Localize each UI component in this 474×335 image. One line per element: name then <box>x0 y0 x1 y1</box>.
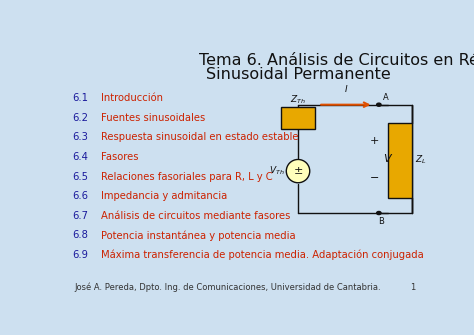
Circle shape <box>377 211 381 215</box>
Text: V: V <box>383 154 391 164</box>
Text: Fuentes sinusoidales: Fuentes sinusoidales <box>101 113 206 123</box>
Text: −: − <box>370 173 379 183</box>
Text: $Z_L$: $Z_L$ <box>415 154 427 166</box>
Text: Impedancia y admitancia: Impedancia y admitancia <box>101 191 228 201</box>
Bar <box>282 107 315 129</box>
Text: Fasores: Fasores <box>101 152 139 162</box>
Text: 6.9: 6.9 <box>72 250 88 260</box>
Text: +: + <box>370 136 379 146</box>
Text: 6.8: 6.8 <box>72 230 88 241</box>
Text: 6.2: 6.2 <box>72 113 88 123</box>
Text: $Z_{Th}$: $Z_{Th}$ <box>290 94 306 106</box>
Text: Introducción: Introducción <box>101 93 164 103</box>
Text: Potencia instantánea y potencia media: Potencia instantánea y potencia media <box>101 230 296 241</box>
Text: 6.3: 6.3 <box>72 132 88 142</box>
Bar <box>388 123 412 198</box>
Text: 6.1: 6.1 <box>72 93 88 103</box>
Text: Relaciones fasoriales para R, L y C: Relaciones fasoriales para R, L y C <box>101 172 273 182</box>
Text: Máxima transferencia de potencia media. Adaptación conjugada: Máxima transferencia de potencia media. … <box>101 250 424 260</box>
Circle shape <box>377 103 381 106</box>
Text: 6.6: 6.6 <box>72 191 88 201</box>
Text: Tema 6. Análisis de Circuitos en Régimen: Tema 6. Análisis de Circuitos en Régimen <box>199 52 474 68</box>
Ellipse shape <box>286 159 310 183</box>
Text: I: I <box>345 85 347 94</box>
Text: Análisis de circuitos mediante fasores: Análisis de circuitos mediante fasores <box>101 211 291 221</box>
Text: 6.7: 6.7 <box>72 211 88 221</box>
Text: B: B <box>378 217 383 226</box>
Text: 1: 1 <box>410 283 416 292</box>
Text: Respuesta sinusoidal en estado estable: Respuesta sinusoidal en estado estable <box>101 132 299 142</box>
Text: ±: ± <box>293 166 303 176</box>
Text: A: A <box>383 93 389 102</box>
Text: $V_{Th}$: $V_{Th}$ <box>269 165 284 177</box>
Text: José A. Pereda, Dpto. Ing. de Comunicaciones, Universidad de Cantabria.: José A. Pereda, Dpto. Ing. de Comunicaci… <box>74 282 381 292</box>
Text: 6.4: 6.4 <box>72 152 88 162</box>
Text: Sinusoidal Permanente: Sinusoidal Permanente <box>206 67 391 82</box>
Text: 6.5: 6.5 <box>72 172 88 182</box>
